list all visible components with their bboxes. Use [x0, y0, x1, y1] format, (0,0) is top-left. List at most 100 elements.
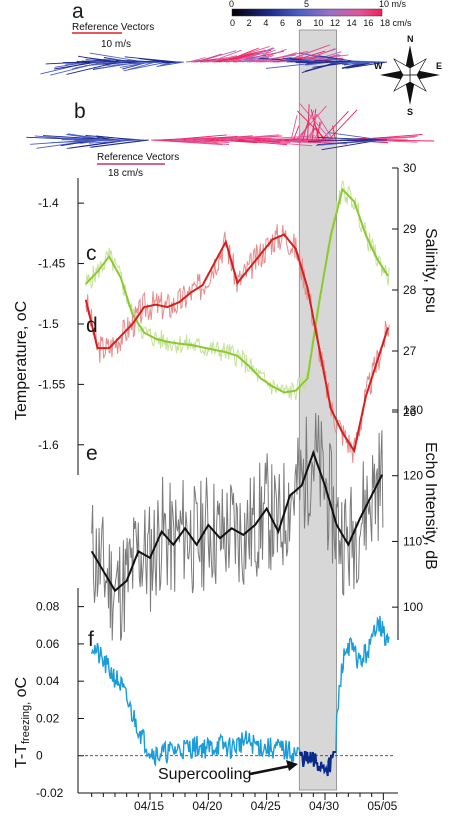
- supercooling-tick-label: -0.02: [36, 786, 64, 800]
- vector-stick: [197, 50, 237, 63]
- salinity-tick-label: 29: [403, 222, 417, 236]
- vector-stick: [40, 61, 91, 75]
- panel-a-wind-vectors: [40, 44, 387, 76]
- echo-tick-label: 130: [403, 403, 423, 417]
- vector-stick: [124, 56, 177, 63]
- echo-intensity-axis-title: Echo Intensity, dB: [422, 442, 439, 570]
- vector-stick: [167, 134, 227, 141]
- panel-e-letter: e: [86, 442, 98, 465]
- vector-stick: [297, 110, 327, 141]
- speed-colorbar: [231, 8, 383, 17]
- vector-stick: [214, 134, 280, 141]
- date-axis: 04/15 04/20 04/25 04/30 05/05: [78, 792, 398, 813]
- echo-tick-label: 120: [403, 469, 423, 483]
- compass-west: W: [374, 61, 383, 71]
- salinity-tick-label: 26: [403, 405, 417, 419]
- compass-south: S: [407, 107, 413, 117]
- panel-a-letter: a: [72, 0, 84, 23]
- salinity-tick-label: 28: [403, 283, 417, 297]
- echo-intensity-axis: 130 120 110 100: [392, 403, 423, 640]
- colorbar-bottom-tick: 2: [247, 18, 252, 28]
- vector-stick: [316, 113, 334, 141]
- vector-stick: [317, 137, 387, 141]
- colorbar-bottom-ticks: 0 2 4 6 8 10 12 14 16 18 cm/s: [230, 18, 412, 28]
- vector-stick: [230, 139, 288, 146]
- vector-stick: [54, 61, 98, 70]
- vector-stick: [85, 135, 142, 141]
- date-tick-label: 04/15: [134, 799, 164, 813]
- temperature-raw-line: [85, 224, 390, 463]
- vector-stick: [304, 127, 317, 141]
- vector-stick: [295, 105, 327, 141]
- vector-stick: [351, 60, 383, 63]
- date-tick-label: 04/30: [309, 799, 339, 813]
- vector-stick: [172, 139, 230, 145]
- vector-stick: [307, 139, 373, 142]
- panel-a-reference-value: 10 m/s: [101, 39, 131, 50]
- vector-stick: [358, 61, 385, 64]
- vector-stick: [123, 61, 168, 72]
- temperature-tick-label: -1.55: [38, 377, 66, 391]
- vector-stick: [299, 103, 332, 141]
- temperature-tick-label: -1.5: [38, 317, 59, 331]
- vector-stick: [115, 60, 170, 63]
- vector-stick: [237, 47, 274, 63]
- vector-stick: [127, 61, 156, 71]
- colorbar-bottom-tick: 4: [263, 18, 268, 28]
- vector-stick: [314, 59, 362, 63]
- temperature-axis-title: Temperature, oC: [13, 301, 30, 420]
- supercooled-segment-line: [298, 751, 336, 777]
- vector-stick: [156, 61, 184, 67]
- supercooling-tick-label: 0.08: [36, 600, 60, 614]
- vector-stick: [163, 61, 182, 64]
- vector-stick: [300, 48, 336, 63]
- salinity-axis-title: Salinity, psu: [422, 228, 439, 313]
- panel-d-letter: d: [86, 314, 98, 337]
- panel-b-reference-label: Reference Vectors: [97, 152, 179, 163]
- vector-stick: [142, 61, 163, 64]
- vector-stick: [321, 110, 349, 141]
- vector-stick: [298, 52, 350, 63]
- vector-stick: [179, 139, 230, 143]
- vector-stick: [321, 139, 380, 151]
- panel-b-reference-value: 18 cm/s: [108, 168, 143, 179]
- echo-tick-label: 110: [403, 534, 422, 548]
- vector-stick: [328, 109, 358, 141]
- vector-stick: [102, 61, 138, 65]
- vector-stick: [315, 139, 385, 146]
- panel-b-current-vectors: [26, 103, 435, 151]
- panel-f-letter: f: [88, 628, 94, 651]
- vector-stick: [311, 108, 317, 141]
- temperature-tick-label: -1.4: [38, 196, 59, 210]
- temperature-axis: -1.4 -1.45 -1.5 -1.55 -1.6: [38, 178, 84, 475]
- vector-stick: [302, 120, 309, 141]
- supercooling-tick-label: 0.04: [36, 674, 60, 688]
- date-tick-label: 04/25: [251, 799, 281, 813]
- date-tick-label: 05/05: [367, 799, 397, 813]
- colorbar-bottom-tick: 10: [313, 18, 323, 28]
- vector-stick: [149, 59, 173, 63]
- vector-stick: [332, 125, 336, 141]
- salinity-tick-label: 27: [403, 344, 417, 358]
- vector-stick: [223, 47, 260, 63]
- vector-stick: [293, 125, 300, 141]
- colorbar-top-tick: 5: [304, 0, 309, 9]
- supercooling-arrowhead-icon: [286, 760, 298, 771]
- vector-stick: [200, 136, 250, 141]
- colorbar-top-tick: 10 m/s: [379, 0, 407, 9]
- compass-north: N: [407, 34, 414, 44]
- colorbar-bottom-tick: 8: [297, 18, 302, 28]
- echo-intensity-smoothed-line: [90, 449, 384, 593]
- vector-stick: [200, 58, 218, 63]
- supercooling-annotation: Supercooling: [158, 766, 251, 783]
- vector-stick: [244, 49, 276, 63]
- vector-stick: [85, 57, 121, 63]
- panel-a-reference-label: Reference Vectors: [72, 22, 154, 33]
- vector-stick: [93, 61, 142, 70]
- vector-stick: [195, 53, 223, 63]
- colorbar-top-tick: 0: [229, 0, 234, 9]
- colorbar-bottom-tick: 6: [280, 18, 285, 28]
- vector-stick: [251, 48, 287, 63]
- colorbar-bottom-tick: 18 cm/s: [380, 18, 412, 28]
